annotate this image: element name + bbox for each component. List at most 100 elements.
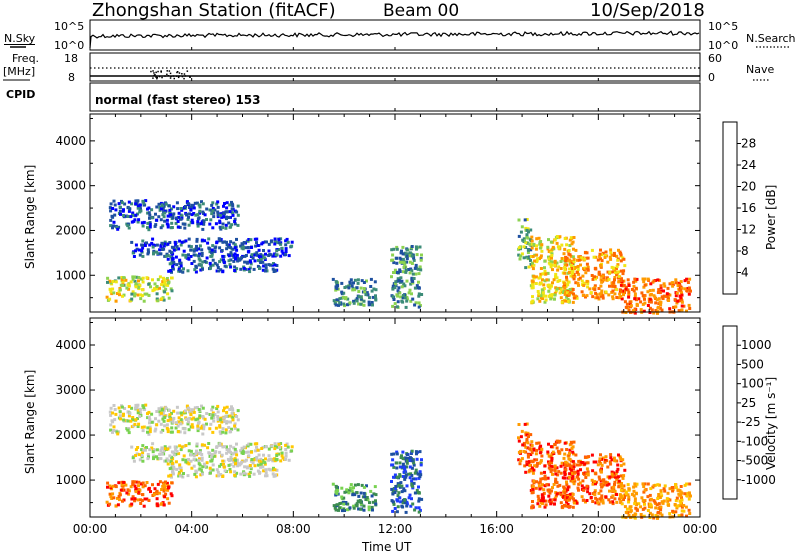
velocity-echo-cell: [200, 404, 203, 408]
power-echo-cell: [254, 244, 258, 248]
velocity-echo-cell: [155, 423, 159, 427]
velocity-echo-cell: [417, 499, 421, 503]
power-echo-cell: [566, 280, 570, 284]
velocity-echo-cell: [145, 497, 149, 501]
power-echo-cell: [216, 205, 220, 209]
velocity-echo-cell: [678, 493, 682, 497]
power-echo-cell: [165, 218, 169, 222]
power-echo-cell: [135, 275, 139, 279]
power-echo-cell: [145, 241, 148, 245]
velocity-echo-cell: [168, 415, 172, 419]
power-echo-cell: [347, 286, 351, 290]
power-echo-cell: [124, 278, 128, 282]
velocity-echo-cell: [639, 505, 643, 509]
velocity-echo-cell: [240, 460, 244, 464]
velocity-echo-cell: [578, 481, 582, 485]
power-echo-cell: [613, 276, 617, 279]
power-echo-cell: [538, 299, 542, 303]
velocity-echo-cell: [568, 463, 572, 467]
velocity-echo-cell: [566, 485, 570, 489]
power-echo-cell: [224, 226, 228, 230]
power-echo-cell: [615, 273, 619, 277]
velocity-echo-cell: [393, 491, 397, 494]
velocity-echo-cell: [171, 420, 175, 424]
velocity-echo-cell: [606, 475, 610, 479]
velocity-echo-cell: [420, 458, 423, 462]
power-echo-cell: [119, 283, 123, 287]
power-echo-cell: [353, 278, 357, 282]
power-echo-cell: [662, 282, 666, 286]
velocity-echo-cell: [187, 420, 190, 424]
power-echo-cell: [208, 261, 212, 265]
power-echo-cell: [235, 210, 239, 214]
power-echo-cell: [193, 268, 197, 272]
power-echo-cell: [164, 287, 168, 291]
power-echo-cell: [130, 292, 134, 296]
velocity-echo-cell: [209, 469, 213, 473]
power-echo-cell: [259, 255, 263, 259]
velocity-echo-cell: [141, 451, 145, 455]
velocity-echo-cell: [620, 486, 624, 490]
power-echo-cell: [563, 271, 567, 275]
power-echo-cell: [647, 300, 651, 304]
velocity-echo-cell: [565, 500, 569, 504]
power-echo-cell: [546, 247, 550, 251]
power-echo-cell: [222, 261, 226, 264]
power-echo-cell: [599, 274, 603, 278]
velocity-echo-cell: [531, 490, 535, 494]
power-echo-cell: [133, 279, 137, 283]
power-echo-cell: [606, 260, 610, 264]
velocity-echo-cell: [111, 484, 115, 488]
velocity-echo-cell: [250, 450, 253, 454]
power-echo-cell: [190, 262, 194, 265]
velocity-echo-cell: [409, 452, 413, 455]
power-echo-cell: [197, 216, 201, 220]
nave-dip-point: [176, 71, 178, 74]
velocity-echo-cell: [391, 458, 395, 462]
power-echo-cell: [624, 285, 628, 289]
power-echo-cell: [211, 244, 215, 248]
velocity-echo-cell: [263, 461, 267, 465]
velocity-echo-cell: [392, 475, 395, 479]
velocity-echo-cell: [192, 454, 196, 458]
power-echo-cell: [213, 261, 217, 265]
power-echo-cell: [164, 283, 168, 287]
velocity-echo-cell: [106, 481, 110, 485]
velocity-echo-cell: [119, 488, 123, 492]
velocity-echo-cell: [633, 512, 637, 516]
power-echo-cell: [568, 244, 572, 247]
power-echo-cell: [648, 306, 652, 310]
velocity-echo-cell: [401, 462, 405, 466]
power-echo-cell: [286, 240, 290, 244]
nave-dip-point: [152, 70, 154, 72]
velocity-echo-cell: [236, 428, 240, 432]
velocity-echo-cell: [122, 418, 126, 422]
power-echo-cell: [210, 212, 214, 216]
power-echo-cell: [580, 279, 584, 283]
power-echo-cell: [396, 270, 400, 274]
velocity-echo-cell: [405, 484, 409, 488]
power-echo-cell: [238, 258, 242, 262]
power-echo-cell: [408, 254, 412, 258]
velocity-echo-cell: [528, 447, 532, 451]
velocity-echo-cell: [395, 450, 399, 454]
velocity-echo-cell: [154, 417, 157, 421]
velocity-echo-cell: [192, 464, 196, 468]
velocity-echo-cell: [619, 474, 623, 478]
velocity-echo-cell: [663, 484, 667, 488]
velocity-echo-cell: [640, 496, 644, 500]
power-echo-cell: [139, 277, 143, 281]
velocity-echo-cell: [208, 427, 212, 431]
power-echo-cell: [162, 298, 166, 302]
power-echo-cell: [548, 262, 552, 266]
velocity-echo-cell: [342, 502, 346, 506]
power-echo-cell: [350, 284, 354, 288]
power-echo-cell: [161, 224, 165, 228]
velocity-echo-cell: [185, 404, 189, 408]
velocity-echo-cell: [112, 429, 115, 432]
nave-dip-point: [158, 75, 161, 78]
velocity-echo-cell: [577, 459, 581, 463]
power-echo-cell: [142, 203, 146, 207]
power-echo-cell: [394, 280, 398, 284]
power-echo-cell: [403, 251, 407, 255]
